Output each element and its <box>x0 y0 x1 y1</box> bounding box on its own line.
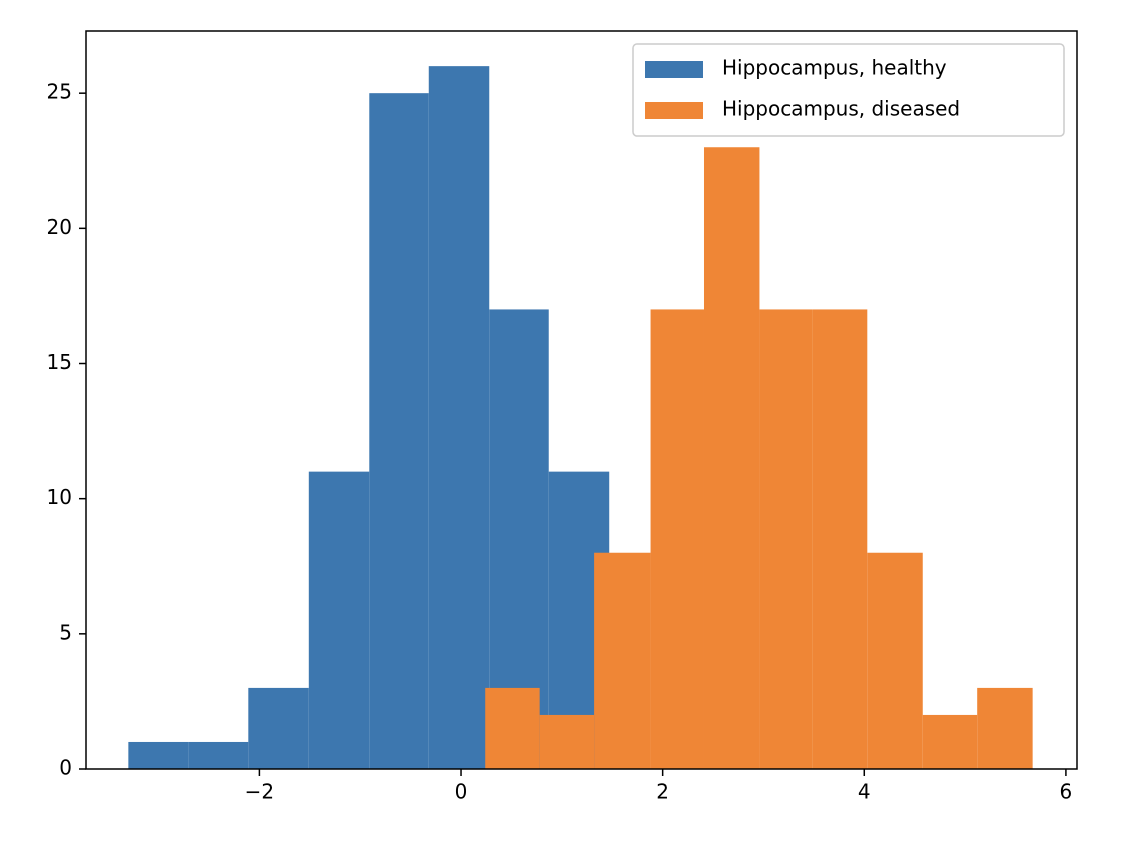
bar <box>650 309 704 769</box>
y-tick-label: 20 <box>47 215 72 239</box>
plot-frame <box>85 30 1078 770</box>
legend-box <box>632 43 1065 137</box>
legend-swatch <box>645 61 703 78</box>
legend-swatch <box>645 102 703 119</box>
bar <box>759 309 813 769</box>
bar <box>248 687 309 769</box>
bar <box>922 714 978 769</box>
bar <box>485 687 540 769</box>
y-tick-label: 5 <box>59 620 72 644</box>
y-tick-label: 0 <box>59 756 72 780</box>
bar <box>594 552 651 769</box>
y-tick-label: 15 <box>47 350 72 374</box>
bar <box>539 714 595 769</box>
bar <box>369 93 429 769</box>
legend-label: Hippocampus, diseased <box>722 97 960 121</box>
legend-label: Hippocampus, healthy <box>722 56 947 80</box>
y-tick-label: 25 <box>47 80 72 104</box>
bar <box>867 552 923 769</box>
y-tick-label: 10 <box>47 485 72 509</box>
x-tick-label: 4 <box>858 780 871 804</box>
bar <box>128 741 189 769</box>
x-tick-label: 0 <box>455 780 468 804</box>
bar <box>977 687 1033 769</box>
bar <box>703 147 760 769</box>
x-tick-label: 6 <box>1060 780 1073 804</box>
x-tick-label: 2 <box>656 780 669 804</box>
bar <box>308 471 370 769</box>
bar <box>188 741 249 769</box>
bar <box>428 66 490 769</box>
x-tick-label: −2 <box>245 780 274 804</box>
bar <box>812 309 868 769</box>
